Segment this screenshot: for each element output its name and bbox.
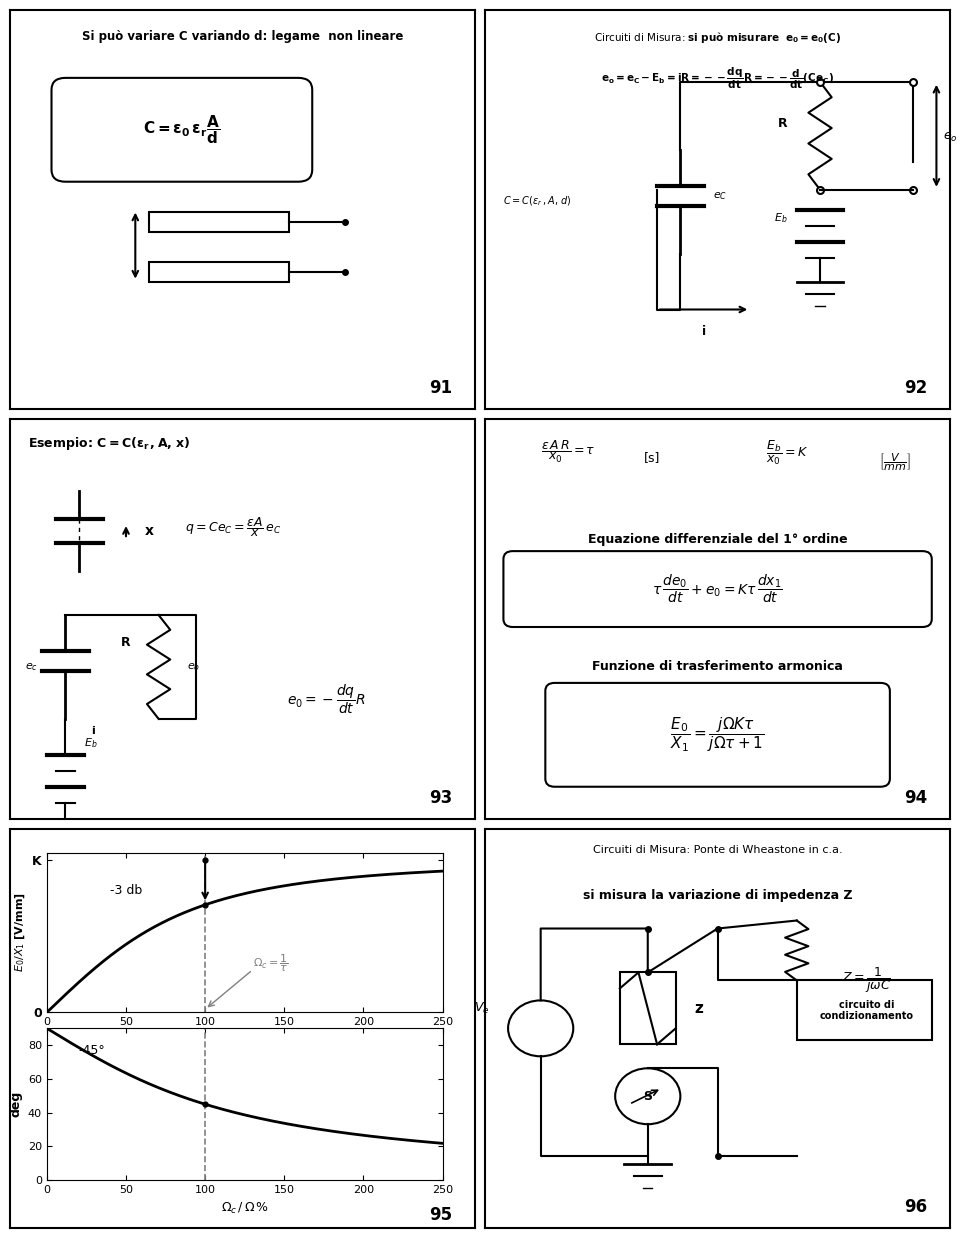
Text: $Z=\dfrac{1}{j\omega C}$: $Z=\dfrac{1}{j\omega C}$ [842,966,891,996]
Text: $e_0 = -\dfrac{dq}{dt}R$: $e_0 = -\dfrac{dq}{dt}R$ [287,683,366,715]
Text: R: R [121,636,131,649]
Bar [149,212,289,232]
Text: Esempio: $\mathbf{C = C(\varepsilon_r\,,A,\,x)}$: Esempio: $\mathbf{C = C(\varepsilon_r\,,… [28,436,191,452]
Text: $V_e$: $V_e$ [474,1001,490,1016]
Text: $\mathbf{C =\varepsilon_0\,\varepsilon_r\dfrac{A}{d}}$: $\mathbf{C =\varepsilon_0\,\varepsilon_r… [143,114,221,146]
Text: Circuiti di Misura: $\mathbf{si\ può\ misurare}$  $\mathbf{e_0 = e_0(C)}$: Circuiti di Misura: $\mathbf{si\ può\ mi… [594,30,841,45]
Y-axis label: $E_0/X_1$ [V/mm]: $E_0/X_1$ [V/mm] [13,892,27,972]
Text: $\dfrac{\varepsilon\,A\,R}{x_0}=\tau$: $\dfrac{\varepsilon\,A\,R}{x_0}=\tau$ [541,439,596,466]
Text: R: R [778,117,787,130]
Text: $e_o$: $e_o$ [186,661,200,673]
Text: -45°: -45° [79,1043,106,1057]
Text: $\dfrac{E_b}{x_0}=K$: $\dfrac{E_b}{x_0}=K$ [766,439,808,468]
Text: -3 db: -3 db [110,884,142,897]
X-axis label: $\Omega_c\,/\,\Omega\,\%$: $\Omega_c\,/\,\Omega\,\%$ [221,1201,269,1216]
Text: [s]: [s] [644,452,660,464]
Text: 93: 93 [429,789,452,806]
Text: $\Omega_c=\dfrac{1}{\tau}$: $\Omega_c=\dfrac{1}{\tau}$ [252,953,289,975]
Bar [620,972,676,1045]
Text: $E_b$: $E_b$ [774,211,787,225]
Text: 92: 92 [904,379,927,397]
Text: $e_c$: $e_c$ [25,661,37,673]
Text: Circuiti di Misura: Ponte di Wheastone in c.a.: Circuiti di Misura: Ponte di Wheastone i… [592,845,843,855]
Text: x: x [145,524,154,538]
Text: $q=Ce_C=\dfrac{\varepsilon A}{x}\,e_C$: $q=Ce_C=\dfrac{\varepsilon A}{x}\,e_C$ [185,515,281,539]
Text: 91: 91 [429,379,452,397]
Text: S: S [643,1090,652,1103]
Text: i: i [91,726,95,736]
Y-axis label: deg: deg [10,1091,22,1117]
Text: i: i [702,326,706,338]
Text: 95: 95 [429,1206,452,1224]
Text: circuito di
condizionamento: circuito di condizionamento [820,1000,914,1021]
Text: $e_o$: $e_o$ [944,131,958,145]
FancyBboxPatch shape [503,552,932,626]
Text: $C = C(\varepsilon_r\,,A,\,d)$: $C = C(\varepsilon_r\,,A,\,d)$ [503,195,572,208]
Bar [797,981,932,1041]
Text: Equazione differenziale del 1° ordine: Equazione differenziale del 1° ordine [588,533,848,545]
Text: $\mathbf{e_o =e_C -E_b=iR=--\dfrac{dq}{dt}R=--\dfrac{d}{dt}(Ce_C)}$: $\mathbf{e_o =e_C -E_b=iR=--\dfrac{dq}{d… [601,65,834,91]
Text: Si può variare C variando d: legame  non lineare: Si può variare C variando d: legame non … [82,30,403,42]
Text: $\left[\dfrac{V}{mm}\right]$: $\left[\dfrac{V}{mm}\right]$ [878,452,910,473]
Text: $\tau\,\dfrac{de_0}{dt}+e_0=K\tau\,\dfrac{dx_1}{dt}$: $\tau\,\dfrac{de_0}{dt}+e_0=K\tau\,\dfra… [652,573,783,605]
Text: Funzione di trasferimento armonica: Funzione di trasferimento armonica [592,660,843,674]
Text: $E_b$: $E_b$ [84,736,98,750]
Text: $\dfrac{E_0}{X_1}=\dfrac{j\Omega K\tau}{j\Omega\tau+1}$: $\dfrac{E_0}{X_1}=\dfrac{j\Omega K\tau}{… [670,715,765,754]
FancyBboxPatch shape [545,683,890,786]
FancyBboxPatch shape [52,77,312,182]
Text: 96: 96 [904,1198,927,1216]
Text: 94: 94 [904,789,927,806]
Text: $e_C$: $e_C$ [713,190,727,202]
Bar [149,262,289,282]
Text: z: z [694,1001,703,1016]
Text: si misura la variazione di impedenza Z: si misura la variazione di impedenza Z [583,889,852,901]
